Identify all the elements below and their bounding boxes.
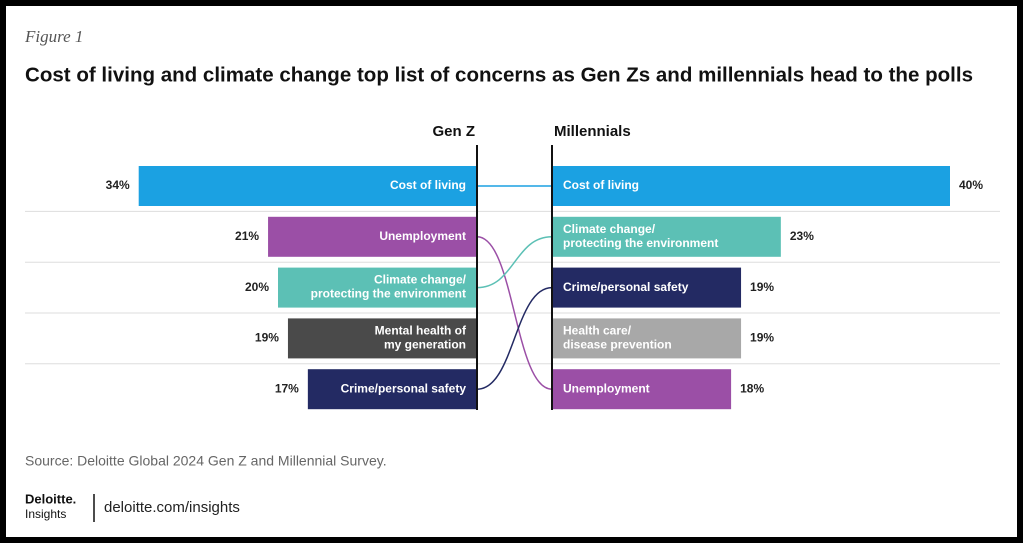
value-label: 18% bbox=[740, 381, 764, 395]
bar-label: Unemployment bbox=[379, 229, 466, 243]
connector bbox=[476, 236, 553, 390]
brand: Deloitte. bbox=[25, 491, 76, 506]
bar bbox=[278, 267, 477, 308]
bar-label: Unemployment bbox=[563, 381, 650, 395]
bar-label: Cost of living bbox=[563, 178, 639, 192]
value-label: 19% bbox=[750, 280, 774, 294]
bar bbox=[552, 267, 742, 308]
panel bbox=[6, 6, 1017, 537]
bar bbox=[552, 318, 742, 359]
brand-sub: Insights bbox=[25, 507, 66, 521]
value-label: 20% bbox=[245, 280, 269, 294]
right-header: Millennials bbox=[554, 123, 631, 140]
value-label: 17% bbox=[275, 381, 299, 395]
bar-label: Health care/disease prevention bbox=[563, 324, 672, 352]
bar bbox=[268, 216, 477, 257]
bar bbox=[552, 166, 950, 206]
value-label: 34% bbox=[106, 178, 130, 192]
bar-label: Mental health of my generation bbox=[375, 324, 467, 352]
value-label: 40% bbox=[959, 178, 983, 192]
left-header: Gen Z bbox=[432, 123, 475, 140]
bar-label: Crime/personal safety bbox=[341, 381, 467, 395]
figure-label: Figure 1 bbox=[24, 27, 83, 46]
url: deloitte.com/insights bbox=[104, 499, 240, 516]
bar-label: Climate change/protecting the environmen… bbox=[563, 222, 718, 250]
bar bbox=[552, 216, 781, 257]
bar-label: Climate change/protecting the environmen… bbox=[311, 273, 467, 301]
bar bbox=[552, 369, 732, 410]
bar bbox=[307, 369, 477, 410]
bar-label: Crime/personal safety bbox=[563, 280, 689, 294]
value-label: 21% bbox=[235, 229, 259, 243]
bar bbox=[138, 166, 477, 206]
source: Source: Deloitte Global 2024 Gen Z and M… bbox=[25, 453, 387, 469]
chart-title: Cost of living and climate change top li… bbox=[25, 64, 973, 86]
bar bbox=[287, 318, 477, 359]
bar-label: Cost of living bbox=[390, 178, 466, 192]
value-label: 19% bbox=[255, 331, 279, 345]
connector bbox=[476, 236, 553, 289]
value-label: 19% bbox=[750, 331, 774, 345]
value-label: 23% bbox=[790, 229, 814, 243]
connector bbox=[476, 286, 553, 390]
